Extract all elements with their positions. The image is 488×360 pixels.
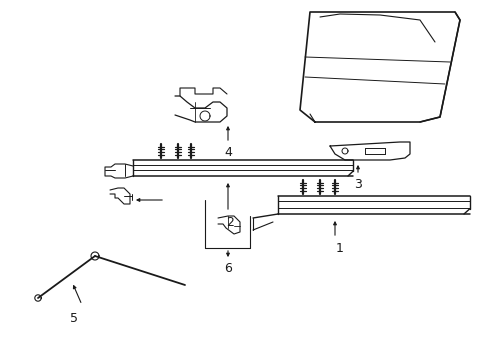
Text: 1: 1 [335,242,343,255]
Text: 6: 6 [224,261,231,274]
Text: 4: 4 [224,147,231,159]
Text: 5: 5 [70,311,78,324]
Text: 3: 3 [353,179,361,192]
Text: 2: 2 [225,216,233,229]
